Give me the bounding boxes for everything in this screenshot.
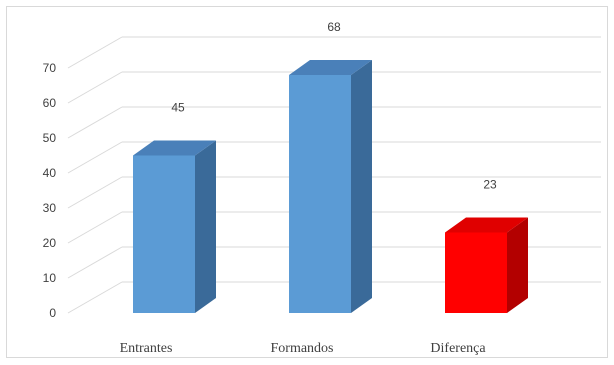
- bar-side-entrantes: [195, 140, 216, 313]
- bar-diferenca: [445, 217, 528, 313]
- bar-front-entrantes: [133, 155, 195, 313]
- gridline-diagonal-70: [67, 36, 123, 69]
- bar-front-formandos: [289, 75, 351, 313]
- bar-top-entrantes: [133, 140, 216, 156]
- gridline-diagonal-30: [67, 176, 123, 209]
- y-tick-label-30: 30: [43, 201, 57, 215]
- data-labels: 45 68 23: [171, 20, 497, 192]
- gridline-diagonal-20: [67, 211, 123, 244]
- gridline-diagonal-10: [67, 246, 123, 279]
- y-axis-tick-labels: 0 10 20 30 40 50 60 70: [43, 61, 57, 320]
- y-tick-label-10: 10: [43, 271, 57, 285]
- y-tick-label-50: 50: [43, 131, 57, 145]
- x-axis-category-labels: Entrantes Formandos Diferença: [120, 341, 487, 356]
- gridline-diagonal-50: [67, 106, 123, 139]
- gridline-diagonal-40: [67, 141, 123, 174]
- y-tick-label-70: 70: [43, 61, 57, 75]
- bar-entrantes: [133, 140, 216, 313]
- gridline-diagonal-0: [67, 281, 123, 314]
- y-tick-label-20: 20: [43, 236, 57, 250]
- bar-top-formandos: [289, 60, 372, 75]
- gridline-diagonal-60: [67, 71, 123, 104]
- bars: [133, 60, 528, 313]
- data-label-formandos: 68: [327, 20, 341, 34]
- category-label-entrantes: Entrantes: [120, 341, 173, 356]
- y-tick-label-0: 0: [49, 306, 56, 320]
- data-label-diferenca: 23: [483, 178, 497, 192]
- bar-front-diferenca: [445, 232, 507, 313]
- y-tick-label-40: 40: [43, 166, 57, 180]
- bar-formandos: [289, 60, 372, 313]
- bar-top-diferenca: [445, 217, 528, 233]
- data-label-entrantes: 45: [171, 101, 185, 115]
- category-label-diferenca: Diferença: [430, 341, 486, 356]
- bar-side-formandos: [351, 60, 372, 313]
- bar-side-diferenca: [507, 217, 528, 313]
- y-tick-label-60: 60: [43, 96, 57, 110]
- category-label-formandos: Formandos: [271, 341, 334, 356]
